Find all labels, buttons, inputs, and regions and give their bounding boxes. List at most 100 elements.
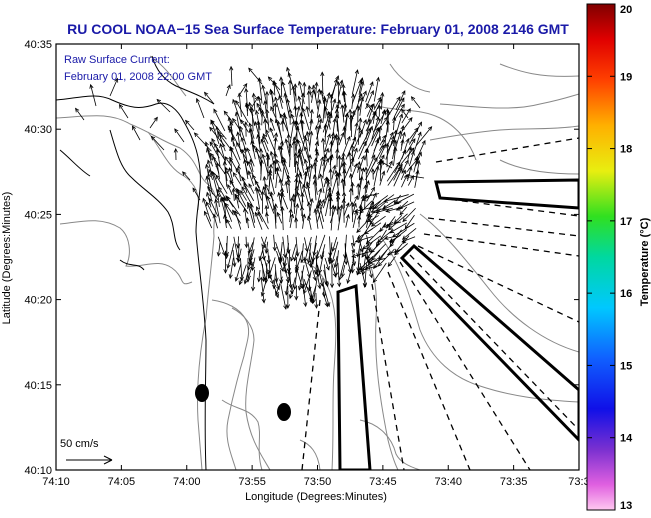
current-vector-head xyxy=(240,190,245,195)
current-vector-head xyxy=(266,195,271,201)
current-vector-head xyxy=(393,139,398,145)
current-vector-head xyxy=(411,138,416,143)
y-axis-label: Latitude (Degrees:Minutes) xyxy=(1,192,13,325)
current-vector xyxy=(343,157,354,182)
current-vector xyxy=(355,236,373,243)
current-vector xyxy=(337,204,343,231)
current-vector-head xyxy=(210,119,215,125)
current-vector xyxy=(204,92,215,105)
current-vector xyxy=(308,85,312,98)
current-vector-head xyxy=(382,223,388,228)
current-vector-head xyxy=(300,192,305,197)
current-vector-head xyxy=(226,196,231,202)
current-vector-head xyxy=(297,95,302,101)
current-vector xyxy=(192,187,201,201)
current-vector-head xyxy=(335,75,340,81)
current-vector-head xyxy=(240,136,245,142)
current-vector xyxy=(413,132,422,152)
current-vector-head xyxy=(382,134,387,140)
current-vector xyxy=(388,213,408,230)
current-vector xyxy=(313,174,318,195)
current-vector xyxy=(315,292,317,309)
current-vector-head xyxy=(274,118,279,124)
current-vector-head xyxy=(325,176,330,182)
current-vector xyxy=(156,99,171,113)
current-vector xyxy=(224,214,227,228)
current-vector xyxy=(336,114,340,137)
current-vector-head xyxy=(340,104,345,109)
current-vector-head xyxy=(249,158,254,164)
current-vector xyxy=(338,132,345,146)
current-vector xyxy=(251,108,254,132)
current-vector-head xyxy=(299,205,305,211)
current-vector-head xyxy=(285,278,290,284)
current-vector xyxy=(295,236,299,257)
x-tick-label: 74:05 xyxy=(108,476,136,488)
current-vector xyxy=(295,154,300,181)
current-vector xyxy=(382,201,402,210)
current-vector-head xyxy=(381,138,386,144)
current-vector-head xyxy=(303,257,308,263)
current-vector xyxy=(349,109,352,131)
current-vector xyxy=(248,67,263,85)
current-vector-head xyxy=(400,138,405,144)
current-vector-head xyxy=(318,118,323,124)
current-vector xyxy=(407,147,412,160)
current-vector xyxy=(349,152,352,172)
current-vector-head xyxy=(400,97,405,103)
current-vector-head xyxy=(385,208,391,213)
current-vector-head xyxy=(367,213,373,219)
x-axis: 74:10 74:05 74:00 73:55 73:50 73:45 73:40 73:35… xyxy=(42,44,590,488)
current-vector-head xyxy=(273,132,279,137)
current-vector xyxy=(356,215,373,233)
current-vector-head xyxy=(372,278,377,284)
current-vector-head xyxy=(244,243,249,249)
current-vector-head xyxy=(317,113,322,119)
current-vector-head xyxy=(243,121,248,126)
x-tick-label: 74:00 xyxy=(173,476,201,488)
current-vector xyxy=(387,248,403,255)
current-vector xyxy=(206,148,213,167)
current-vector-head xyxy=(393,219,399,224)
current-vector-head xyxy=(386,251,392,256)
current-vector-head xyxy=(305,105,310,111)
current-vector xyxy=(316,234,326,260)
current-vector-head xyxy=(334,108,339,114)
current-vector-head xyxy=(267,76,273,81)
current-vector-head xyxy=(235,167,240,173)
colorbar-tick-label: 13 xyxy=(620,500,632,512)
current-vector-head xyxy=(248,122,253,128)
current-vector-head xyxy=(249,203,254,208)
current-vector-head xyxy=(225,166,229,172)
current-vector-head xyxy=(370,222,376,227)
current-vector xyxy=(270,118,275,131)
current-vector-head xyxy=(316,88,322,94)
current-vector xyxy=(261,277,268,297)
current-vector-head xyxy=(287,79,293,85)
current-vector-head xyxy=(262,243,267,249)
x-axis-label: Longitude (Degrees:Minutes) xyxy=(245,491,387,503)
current-vector-head xyxy=(326,110,331,116)
current-vector xyxy=(375,207,393,213)
current-vector-head xyxy=(400,103,405,109)
current-vector xyxy=(260,160,263,181)
current-vector xyxy=(291,114,298,131)
current-vector xyxy=(350,242,355,253)
current-vector xyxy=(365,180,369,194)
current-vector xyxy=(351,182,354,196)
current-vector xyxy=(331,99,336,111)
current-vector-head xyxy=(323,106,328,111)
current-vector xyxy=(264,119,267,137)
current-vector-head xyxy=(234,111,239,117)
current-vector-head xyxy=(232,172,237,177)
current-vector xyxy=(343,103,346,118)
current-vector-head xyxy=(396,96,401,102)
current-vector-head xyxy=(389,238,395,244)
current-vector xyxy=(246,148,255,167)
current-vector xyxy=(316,199,325,224)
current-vector xyxy=(229,257,234,279)
current-vector-head xyxy=(236,131,241,137)
current-vector xyxy=(267,248,270,264)
current-vector xyxy=(318,202,325,222)
current-vector-head xyxy=(256,120,261,125)
